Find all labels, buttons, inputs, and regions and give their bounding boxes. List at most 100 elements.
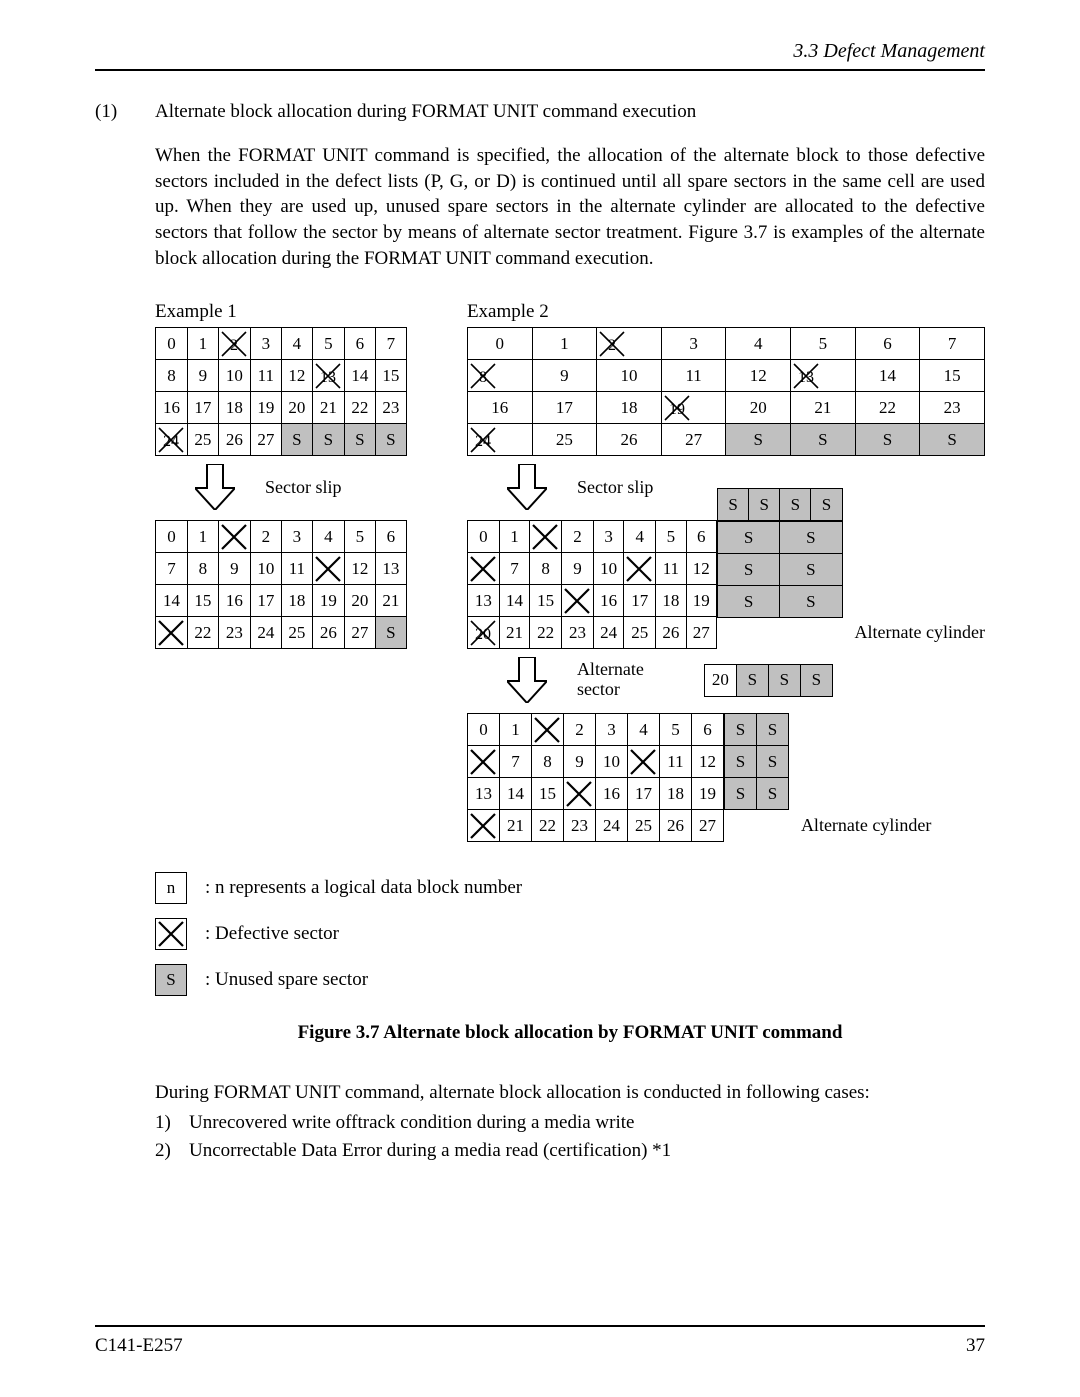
sector-cell: 3 bbox=[595, 714, 627, 746]
sector-cell: 14 bbox=[499, 778, 531, 810]
sector-cell: 20 bbox=[344, 585, 375, 617]
sector-cell: 25 bbox=[627, 810, 659, 842]
sector-cell: 16 bbox=[467, 392, 532, 424]
sector-cell: 7 bbox=[499, 746, 531, 778]
list-item-1-num: 1) bbox=[155, 1112, 189, 1134]
sector-cell: 1 bbox=[499, 714, 531, 746]
sector-cell: S bbox=[855, 424, 920, 456]
sector-cell: 5 bbox=[656, 521, 686, 553]
footer-left: C141-E257 bbox=[95, 1335, 183, 1357]
sector-cell: 27 bbox=[686, 617, 716, 649]
sector-cell bbox=[467, 810, 499, 842]
page-footer: C141-E257 37 bbox=[95, 1325, 985, 1357]
sector-cell: 11 bbox=[661, 360, 726, 392]
sector-cell: 12 bbox=[281, 360, 312, 392]
sector-cell: 18 bbox=[659, 778, 691, 810]
sector-cell: 18 bbox=[281, 585, 312, 617]
sector-cell: 19 bbox=[312, 585, 344, 617]
sector-cell: 7 bbox=[375, 328, 406, 360]
sector-cell: 10 bbox=[218, 360, 250, 392]
running-header: 3.3 Defect Management bbox=[95, 40, 985, 63]
sector-cell: 3 bbox=[281, 521, 312, 553]
sector-cell bbox=[624, 553, 656, 585]
sector-cell: 16 bbox=[218, 585, 250, 617]
sector-cell: 1 bbox=[187, 521, 218, 553]
legend-s-box: S bbox=[155, 964, 187, 996]
alt-sector-label: Alternate sector bbox=[577, 660, 644, 700]
svg-text:2: 2 bbox=[608, 337, 616, 354]
spare-cell: S bbox=[718, 522, 780, 554]
sector-cell: 17 bbox=[187, 392, 218, 424]
example-2-before-grid: 0123456789101112131415161718192021222324… bbox=[467, 327, 985, 456]
sector-cell: 6 bbox=[375, 521, 406, 553]
sector-cell: 27 bbox=[661, 424, 726, 456]
sector-cell: 4 bbox=[624, 521, 656, 553]
sector-cell: 1 bbox=[499, 521, 529, 553]
spare-cell: S bbox=[780, 522, 842, 554]
sector-cell: 2 bbox=[218, 328, 250, 360]
section-number: (1) bbox=[95, 101, 155, 123]
sector-cell: S bbox=[375, 424, 406, 456]
sector-cell: 17 bbox=[624, 585, 656, 617]
svg-text:8: 8 bbox=[479, 369, 487, 386]
sector-cell: 26 bbox=[656, 617, 686, 649]
sector-cell: 4 bbox=[312, 521, 344, 553]
sector-cell: 14 bbox=[344, 360, 375, 392]
footer-right: 37 bbox=[966, 1335, 985, 1357]
section-heading: (1) Alternate block allocation during FO… bbox=[95, 101, 985, 123]
spare-cell: S bbox=[768, 664, 800, 696]
sector-slip-label-1: Sector slip bbox=[265, 477, 342, 498]
sector-cell: 24 bbox=[467, 424, 532, 456]
sector-cell: S bbox=[375, 617, 406, 649]
sector-cell: 24 bbox=[593, 617, 623, 649]
sector-cell: 15 bbox=[375, 360, 406, 392]
sector-cell: S bbox=[726, 424, 791, 456]
sector-cell: 11 bbox=[281, 553, 312, 585]
sector-cell: 19 bbox=[661, 392, 726, 424]
sector-cell: 13 bbox=[791, 360, 856, 392]
example-2-arrow-row-2: Alternate sector 20SSS bbox=[507, 657, 985, 703]
sector-cell: 0 bbox=[156, 328, 188, 360]
sector-cell: 20 bbox=[726, 392, 791, 424]
legend-row-s: S : Unused spare sector bbox=[155, 964, 985, 996]
spare-cell: S bbox=[780, 489, 811, 521]
sector-cell: 8 bbox=[156, 360, 188, 392]
sector-cell: 21 bbox=[375, 585, 406, 617]
spare-cell: S bbox=[780, 586, 842, 618]
sector-cell: 7 bbox=[156, 553, 188, 585]
arrow-down-icon bbox=[195, 464, 235, 510]
sector-cell: 6 bbox=[691, 714, 723, 746]
sector-cell: 9 bbox=[218, 553, 250, 585]
sector-cell: 24 bbox=[250, 617, 281, 649]
sector-cell: 15 bbox=[531, 778, 563, 810]
sector-cell: 12 bbox=[344, 553, 375, 585]
sector-cell bbox=[467, 746, 499, 778]
footer-rule bbox=[95, 1325, 985, 1327]
sector-cell: 13 bbox=[375, 553, 406, 585]
spare-cell: S bbox=[724, 714, 756, 746]
section-title: Alternate block allocation during FORMAT… bbox=[155, 101, 696, 123]
spare-cell: 20 bbox=[704, 664, 736, 696]
header-rule bbox=[95, 69, 985, 71]
sector-cell: S bbox=[791, 424, 856, 456]
sector-cell bbox=[531, 714, 563, 746]
sector-cell: 22 bbox=[344, 392, 375, 424]
paragraph-2: During FORMAT UNIT command, alternate bl… bbox=[155, 1080, 985, 1106]
sector-cell: 26 bbox=[312, 617, 344, 649]
sector-cell: 11 bbox=[656, 553, 686, 585]
sector-cell: 26 bbox=[597, 424, 662, 456]
sector-cell: 27 bbox=[250, 424, 281, 456]
sector-cell: 5 bbox=[344, 521, 375, 553]
sector-cell: 3 bbox=[593, 521, 623, 553]
sector-cell: 13 bbox=[467, 778, 499, 810]
sector-cell: 26 bbox=[659, 810, 691, 842]
legend-s-text: : Unused spare sector bbox=[205, 969, 368, 991]
sector-slip-label-2: Sector slip bbox=[577, 477, 654, 498]
sector-cell: 2 bbox=[563, 714, 595, 746]
sector-cell: 3 bbox=[250, 328, 281, 360]
example-2-after2-grid: 0123456789101112131415161718192122232425… bbox=[467, 713, 724, 842]
paragraph-1: When the FORMAT UNIT command is specifie… bbox=[155, 143, 985, 271]
sector-cell: 18 bbox=[597, 392, 662, 424]
example-2-side1-top: SSSS bbox=[717, 488, 843, 521]
sector-cell: 14 bbox=[156, 585, 188, 617]
